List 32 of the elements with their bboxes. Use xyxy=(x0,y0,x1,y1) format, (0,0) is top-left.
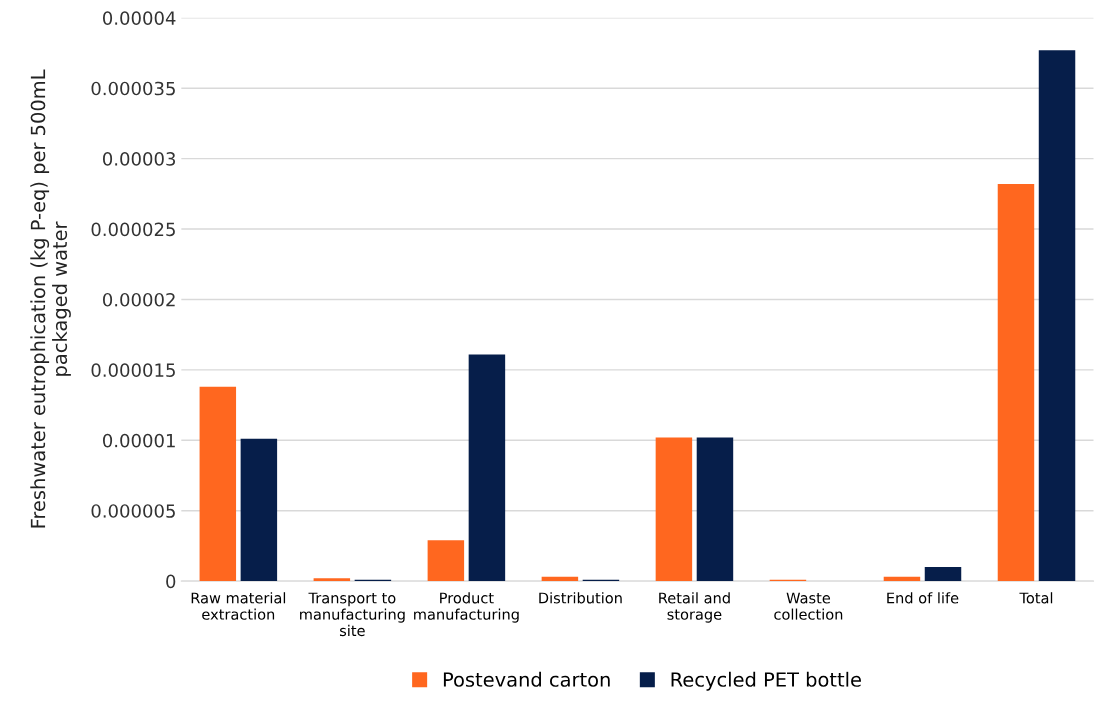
y-axis-title: Freshwater eutrophication (kg P-eq) per 500mL packaged water xyxy=(30,69,71,528)
x-tick-label: Raw material extraction xyxy=(191,592,286,620)
y-tick-label: 0.00001 xyxy=(103,433,175,448)
x-tick-label: Product manufacturing xyxy=(414,592,519,623)
y-tick-label: 0.000025 xyxy=(91,222,175,237)
legend-label: Postevand carton xyxy=(443,671,610,687)
bar xyxy=(696,437,734,582)
y-tick-label: 0 xyxy=(166,574,176,589)
bar xyxy=(427,540,465,582)
x-tick-label: Total xyxy=(1019,592,1053,604)
y-tick-label: 0.00002 xyxy=(103,292,175,307)
bar xyxy=(655,437,693,582)
y-tick-label: 0.000035 xyxy=(91,81,175,96)
bar xyxy=(541,576,579,582)
bar xyxy=(883,576,921,582)
bar xyxy=(240,438,278,582)
bar xyxy=(199,386,237,582)
bar xyxy=(997,183,1035,582)
y-tick-label: 0.000015 xyxy=(91,363,175,377)
legend-label: Recycled PET bottle xyxy=(671,671,861,691)
bar xyxy=(1038,50,1076,582)
bar xyxy=(468,354,506,582)
y-tick-label: 0.00004 xyxy=(103,11,176,25)
y-tick-label: 0.000005 xyxy=(91,504,175,518)
x-tick-label: Distribution xyxy=(539,592,622,604)
x-tick-label: Transport to manufacturing site xyxy=(300,592,405,637)
x-tick-label: Retail and storage xyxy=(659,592,730,623)
bar xyxy=(924,567,962,582)
x-tick-label: Waste collection xyxy=(774,592,843,620)
y-tick-label: 0.00003 xyxy=(103,152,176,166)
bar xyxy=(313,578,351,582)
x-tick-label: End of life xyxy=(887,592,959,604)
